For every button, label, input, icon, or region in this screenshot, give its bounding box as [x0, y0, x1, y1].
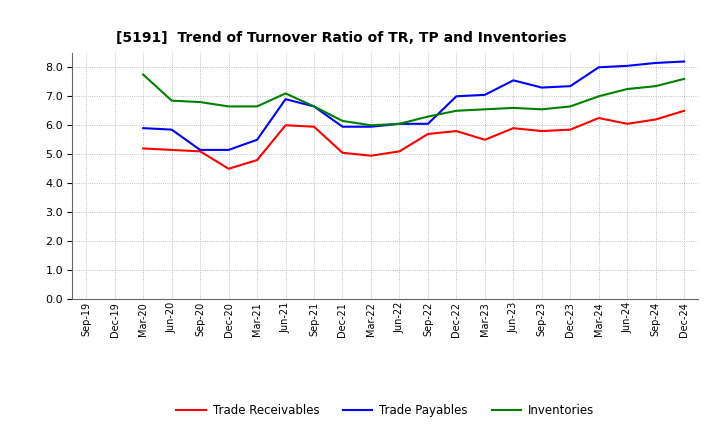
Inventories [652, 84, 660, 89]
Inventories [338, 118, 347, 124]
Legend: Trade Receivables, Trade Payables, Inventories: Trade Receivables, Trade Payables, Inven… [171, 399, 599, 422]
Trade Payables [253, 137, 261, 143]
Trade Receivables [537, 128, 546, 134]
Inventories [366, 123, 375, 128]
Inventories [225, 104, 233, 109]
Inventories [595, 94, 603, 99]
Line: Trade Payables: Trade Payables [143, 62, 684, 150]
Trade Payables [196, 147, 204, 153]
Inventories [167, 98, 176, 103]
Trade Payables [537, 85, 546, 90]
Trade Payables [652, 60, 660, 66]
Trade Receivables [480, 137, 489, 143]
Inventories [480, 106, 489, 112]
Line: Inventories: Inventories [143, 74, 684, 125]
Inventories [139, 72, 148, 77]
Inventories [537, 106, 546, 112]
Trade Payables [680, 59, 688, 64]
Line: Trade Receivables: Trade Receivables [143, 111, 684, 169]
Inventories [282, 91, 290, 96]
Inventories [423, 114, 432, 119]
Trade Receivables [253, 158, 261, 163]
Trade Payables [167, 127, 176, 132]
Trade Receivables [623, 121, 631, 126]
Trade Receivables [196, 149, 204, 154]
Trade Payables [139, 125, 148, 131]
Trade Payables [225, 147, 233, 153]
Trade Receivables [282, 123, 290, 128]
Inventories [680, 76, 688, 81]
Trade Payables [566, 84, 575, 89]
Trade Payables [623, 63, 631, 69]
Trade Receivables [366, 153, 375, 158]
Inventories [623, 86, 631, 92]
Trade Receivables [452, 128, 461, 134]
Trade Receivables [225, 166, 233, 172]
Trade Payables [395, 121, 404, 126]
Trade Payables [509, 78, 518, 83]
Trade Receivables [652, 117, 660, 122]
Trade Receivables [338, 150, 347, 155]
Trade Receivables [139, 146, 148, 151]
Trade Receivables [680, 108, 688, 114]
Trade Payables [310, 104, 318, 109]
Inventories [566, 104, 575, 109]
Trade Receivables [167, 147, 176, 153]
Trade Receivables [509, 125, 518, 131]
Trade Receivables [310, 124, 318, 129]
Inventories [253, 104, 261, 109]
Trade Payables [423, 121, 432, 126]
Trade Payables [282, 96, 290, 102]
Trade Payables [366, 124, 375, 129]
Trade Receivables [595, 115, 603, 121]
Trade Payables [338, 124, 347, 129]
Trade Receivables [566, 127, 575, 132]
Inventories [310, 104, 318, 109]
Trade Receivables [395, 149, 404, 154]
Trade Payables [452, 94, 461, 99]
Trade Payables [595, 65, 603, 70]
Inventories [395, 121, 404, 126]
Trade Receivables [423, 131, 432, 136]
Inventories [452, 108, 461, 114]
Inventories [196, 99, 204, 105]
Text: [5191]  Trend of Turnover Ratio of TR, TP and Inventories: [5191] Trend of Turnover Ratio of TR, TP… [116, 31, 567, 45]
Trade Payables [480, 92, 489, 98]
Inventories [509, 105, 518, 110]
